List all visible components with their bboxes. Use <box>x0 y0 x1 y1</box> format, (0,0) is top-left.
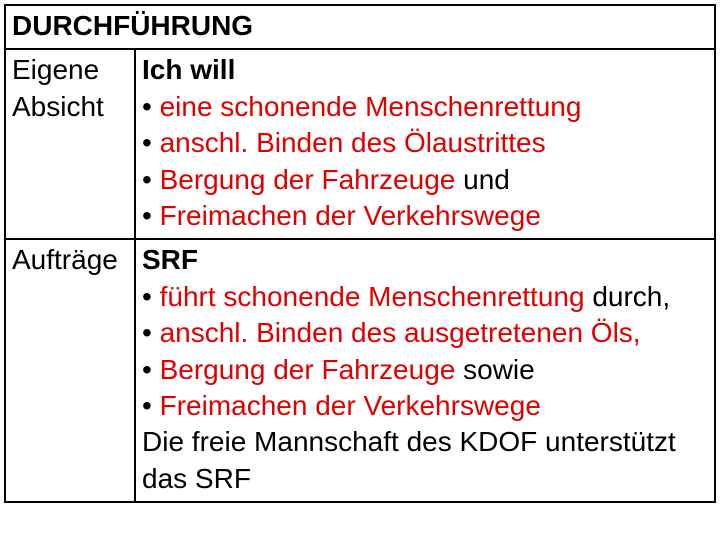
row1-label: Eigene Absicht <box>5 49 135 239</box>
table-row: Aufträge SRF führt schonende Menschenret… <box>5 239 715 502</box>
row2-lead: SRF <box>142 242 708 278</box>
list-item: anschl. Binden des Ölaustrittes <box>142 125 708 161</box>
table-header-row: DURCHFÜHRUNG <box>5 5 715 49</box>
table-row: Eigene Absicht Ich will eine schonende M… <box>5 49 715 239</box>
row2-bullets: führt schonende Menschenrettung durch, a… <box>142 279 708 425</box>
row1-bullets: eine schonende Menschenrettung anschl. B… <box>142 89 708 235</box>
row1-content: Ich will eine schonende Menschenrettung … <box>135 49 715 239</box>
list-item: Freimachen der Verkehrswege <box>142 388 708 424</box>
list-item: Bergung der Fahrzeuge und <box>142 162 708 198</box>
list-item: Bergung der Fahrzeuge sowie <box>142 352 708 388</box>
row1-lead: Ich will <box>142 52 708 88</box>
durchfuehrung-table: DURCHFÜHRUNG Eigene Absicht Ich will ein… <box>4 4 716 503</box>
list-item: anschl. Binden des ausgetretenen Öls, <box>142 315 708 351</box>
row2-content: SRF führt schonende Menschenrettung durc… <box>135 239 715 502</box>
row2-tail: Die freie Mannschaft des KDOF unterstütz… <box>142 424 708 497</box>
table-header: DURCHFÜHRUNG <box>5 5 715 49</box>
row2-label: Aufträge <box>5 239 135 502</box>
list-item: führt schonende Menschenrettung durch, <box>142 279 708 315</box>
list-item: eine schonende Menschenrettung <box>142 89 708 125</box>
list-item: Freimachen der Verkehrswege <box>142 198 708 234</box>
